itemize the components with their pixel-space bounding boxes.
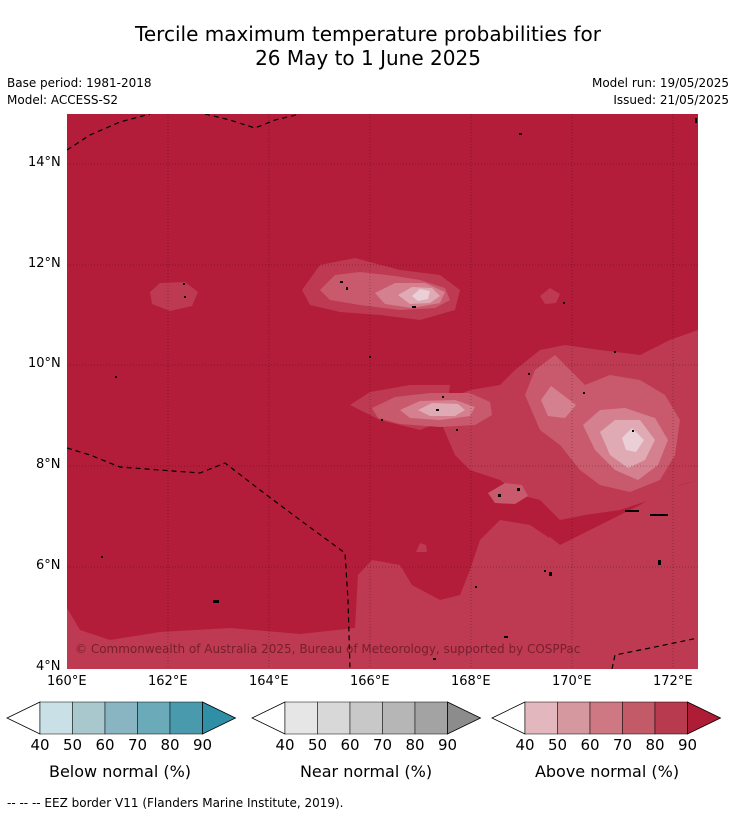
base-period: Base period: 1981-2018 xyxy=(7,76,152,90)
colorbar-tick-label: 90 xyxy=(677,736,698,754)
graticule xyxy=(67,114,698,669)
colorbar-segment xyxy=(137,701,171,735)
lat-label: 12°N xyxy=(28,256,61,271)
colorbar-tick-label: 60 xyxy=(340,736,360,754)
lon-label: 166°E xyxy=(350,674,390,689)
colorbar-label-above: Above normal (%) xyxy=(534,762,680,781)
lon-label: 164°E xyxy=(249,674,289,689)
colorbar-tick-label: 60 xyxy=(95,736,115,754)
title-line-1: Tercile maximum temperature probabilitie… xyxy=(135,22,601,46)
colorbars xyxy=(6,701,722,735)
colorbar-label-below: Below normal (%) xyxy=(48,762,192,781)
colorbar-tick-label: 70 xyxy=(372,736,393,754)
colorbar-segment xyxy=(317,701,351,735)
colorbar-segment xyxy=(382,701,416,735)
colorbar-tick-label: 40 xyxy=(30,736,50,754)
colorbar-under-arrow xyxy=(491,701,526,735)
model-name: Model: ACCESS-S2 xyxy=(7,93,119,107)
colorbar-segment xyxy=(589,701,623,735)
colorbar-segment xyxy=(524,701,558,735)
copyright-notice: © Commonwealth of Australia 2025, Bureau… xyxy=(75,642,580,656)
colorbar-segment xyxy=(414,701,448,735)
colorbar-over-arrow xyxy=(447,701,482,735)
colorbar-tick-label: 70 xyxy=(612,736,633,754)
lat-label: 4°N xyxy=(36,659,61,674)
colorbar-label-near: Near normal (%) xyxy=(299,762,433,781)
map-area: © Commonwealth of Australia 2025, Bureau… xyxy=(67,114,698,669)
colorbar-segment xyxy=(349,701,383,735)
islands xyxy=(101,118,697,660)
colorbar-tick-label: 70 xyxy=(127,736,148,754)
colorbar-segment xyxy=(169,701,203,735)
colorbar-tick-label: 50 xyxy=(307,736,328,754)
lon-label: 172°E xyxy=(653,674,693,689)
title-line-2: 26 May to 1 June 2025 xyxy=(255,46,481,70)
colorbar-tick-label: 80 xyxy=(645,736,665,754)
contour-band-40 xyxy=(412,289,644,452)
colorbar-segment xyxy=(72,701,106,735)
lat-label: 14°N xyxy=(28,155,61,170)
colorbar-tick-label: 80 xyxy=(405,736,425,754)
colorbar-segment xyxy=(654,701,688,735)
eez-border xyxy=(67,114,698,669)
lat-label: 6°N xyxy=(36,558,61,573)
lon-label: 162°E xyxy=(148,674,188,689)
model-run: Model run: 19/05/2025 xyxy=(591,76,729,90)
colorbar-tick-label: 50 xyxy=(547,736,568,754)
eez-legend-text: -- -- -- EEZ border V11 (Flanders Marine… xyxy=(7,796,344,810)
colorbar-below-normal xyxy=(6,701,237,735)
colorbar-segment xyxy=(622,701,656,735)
colorbar-tick-label: 50 xyxy=(62,736,83,754)
colorbar-segment xyxy=(104,701,138,735)
colorbar-under-arrow xyxy=(251,701,286,735)
lon-label: 168°E xyxy=(451,674,491,689)
colorbar-over-arrow xyxy=(202,701,237,735)
colorbar-segment xyxy=(39,701,73,735)
colorbar-tick-label: 40 xyxy=(515,736,535,754)
lat-label: 8°N xyxy=(36,457,61,472)
colorbar-over-arrow xyxy=(687,701,722,735)
colorbar-tick-label: 40 xyxy=(275,736,295,754)
lat-label: 10°N xyxy=(28,356,61,371)
colorbar-near-normal xyxy=(251,701,482,735)
colorbar-tick-label: 90 xyxy=(437,736,458,754)
colorbar-segment xyxy=(557,701,591,735)
colorbar-under-arrow xyxy=(6,701,41,735)
colorbar-above-normal xyxy=(491,701,722,735)
lon-label: 170°E xyxy=(552,674,592,689)
colorbar-tick-label: 80 xyxy=(160,736,180,754)
colorbar-tick-label: 60 xyxy=(580,736,600,754)
lon-label: 160°E xyxy=(47,674,87,689)
issued-date: Issued: 21/05/2025 xyxy=(613,93,729,107)
colorbar-segment xyxy=(284,701,318,735)
colorbar-tick-label: 90 xyxy=(192,736,213,754)
